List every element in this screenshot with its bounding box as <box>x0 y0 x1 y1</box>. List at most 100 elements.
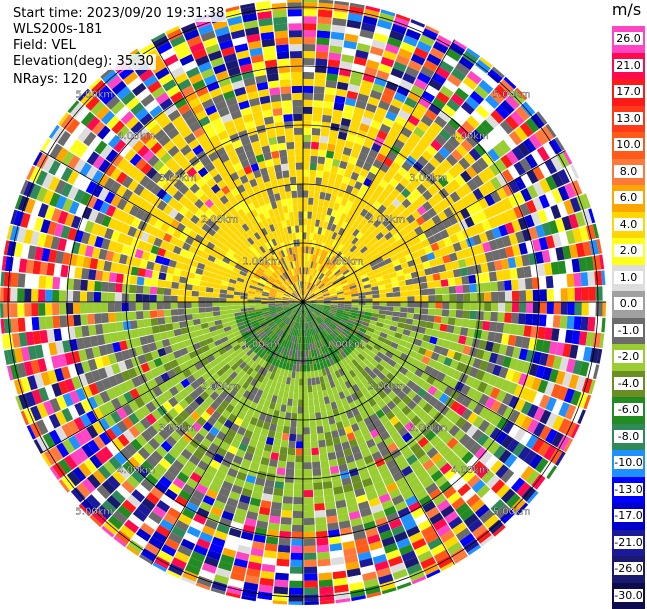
velocity-gate <box>463 310 471 318</box>
velocity-gate <box>310 163 317 171</box>
velocity-gate <box>408 302 415 307</box>
velocity-gate <box>310 226 314 233</box>
velocity-gate <box>320 460 329 468</box>
velocity-gate <box>421 308 428 314</box>
velocity-gate <box>497 281 505 291</box>
velocity-gate <box>287 455 295 463</box>
velocity-gate <box>269 459 278 467</box>
velocity-gate <box>327 144 336 152</box>
velocity-gate <box>219 294 226 298</box>
velocity-gate <box>283 489 293 497</box>
velocity-gate <box>73 291 80 302</box>
velocity-gate <box>314 86 325 94</box>
velocity-gate <box>270 452 279 460</box>
velocity-gate <box>303 156 310 163</box>
velocity-gate <box>271 417 278 425</box>
velocity-gate <box>575 302 582 315</box>
velocity-gate <box>87 314 95 325</box>
velocity-gate <box>319 143 327 151</box>
velocity-gate <box>405 279 413 285</box>
velocity-gate <box>540 302 547 314</box>
velocity-gate <box>288 441 295 448</box>
velocity-gate <box>144 278 152 286</box>
velocity-gate <box>582 302 589 316</box>
velocity-gate <box>322 418 329 426</box>
velocity-gate <box>137 277 145 286</box>
velocity-gate <box>315 517 326 525</box>
velocity-gate <box>122 312 130 321</box>
velocity-gate <box>185 296 192 302</box>
velocity-gate <box>293 511 303 518</box>
velocity-gate <box>115 283 123 292</box>
velocity-gate <box>180 270 188 277</box>
velocity-gate <box>419 276 427 283</box>
velocity-gate <box>380 298 387 302</box>
velocity-gate <box>150 310 158 318</box>
velocity-gate <box>317 545 329 553</box>
velocity-gate <box>304 511 314 518</box>
velocity-gate <box>25 274 33 288</box>
velocity-gate <box>81 326 89 337</box>
velocity-gate <box>129 294 136 302</box>
velocity-gate <box>303 337 305 344</box>
velocity-gate <box>468 275 476 284</box>
velocity-gate <box>280 447 288 455</box>
velocity-gate <box>304 595 319 602</box>
velocity-gate <box>455 318 463 326</box>
velocity-gate <box>293 392 298 399</box>
velocity-gate <box>352 299 359 302</box>
velocity-gate <box>291 371 295 378</box>
velocity-gate <box>281 517 292 525</box>
velocity-gate <box>304 574 318 581</box>
velocity-gate <box>115 312 123 322</box>
velocity-gate <box>483 282 491 292</box>
velocity-gate <box>449 310 457 318</box>
velocity-gate <box>52 316 60 328</box>
velocity-gate <box>227 290 234 294</box>
velocity-gate <box>489 322 497 332</box>
velocity-gate <box>227 310 234 314</box>
velocity-gate <box>199 286 207 292</box>
velocity-gate <box>463 302 470 310</box>
velocity-gate <box>185 303 192 309</box>
velocity-gate <box>453 269 461 278</box>
velocity-gate <box>74 267 82 279</box>
velocity-gate <box>431 330 439 338</box>
velocity-gate <box>303 107 312 114</box>
velocity-gate <box>427 281 435 288</box>
velocity-gate <box>328 452 337 460</box>
velocity-gate <box>136 294 143 302</box>
velocity-gate <box>311 149 319 157</box>
velocity-gate <box>307 212 312 219</box>
velocity-gate <box>318 566 331 574</box>
velocity-gate <box>157 287 164 294</box>
velocity-gate <box>151 318 159 326</box>
velocity-gate <box>303 142 311 149</box>
velocity-gate <box>352 296 359 299</box>
velocity-gate <box>282 433 289 441</box>
velocity-gate <box>490 312 498 322</box>
velocity-gate <box>456 294 463 302</box>
velocity-gate <box>285 475 294 483</box>
velocity-gate <box>80 291 87 302</box>
velocity-gate <box>470 293 477 301</box>
velocity-gate <box>108 293 115 302</box>
velocity-gate <box>272 495 282 503</box>
velocity-gate <box>261 302 268 304</box>
velocity-gate <box>345 304 352 307</box>
velocity-gate <box>294 490 303 497</box>
velocity-gate <box>317 30 330 38</box>
velocity-gate <box>573 273 581 287</box>
velocity-gate <box>286 462 294 470</box>
velocity-gate <box>300 351 303 358</box>
velocity-gate <box>308 385 313 392</box>
velocity-gate <box>303 72 314 79</box>
velocity-gate <box>313 100 323 108</box>
velocity-gate <box>386 311 393 316</box>
velocity-gate <box>295 371 299 378</box>
velocity-gate <box>498 302 505 312</box>
velocity-gate <box>226 302 233 306</box>
velocity-gate <box>4 272 12 287</box>
velocity-gate <box>247 305 254 308</box>
velocity-gate <box>483 312 491 321</box>
